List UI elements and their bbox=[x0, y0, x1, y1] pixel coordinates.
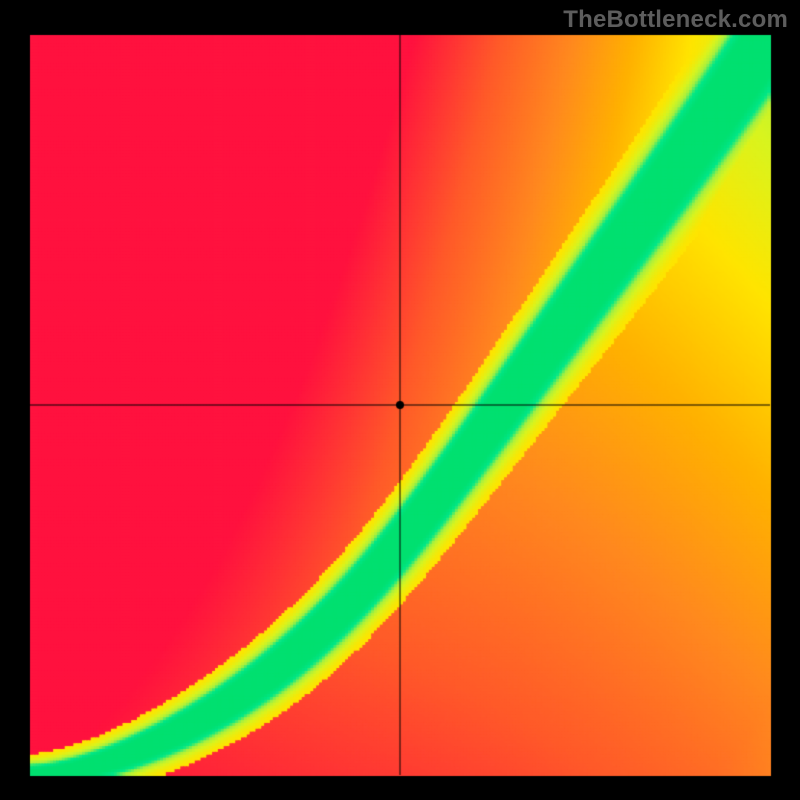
heatmap-canvas bbox=[0, 0, 800, 800]
chart-container: TheBottleneck.com bbox=[0, 0, 800, 800]
watermark-text: TheBottleneck.com bbox=[563, 6, 788, 34]
